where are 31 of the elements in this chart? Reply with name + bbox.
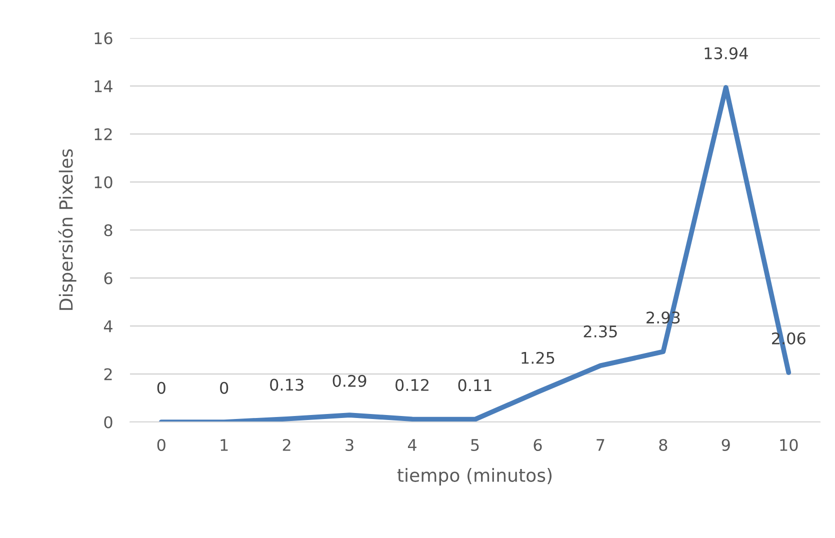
- y-tick-label: 16: [94, 32, 112, 44]
- x-tick-label: 3: [346, 438, 354, 452]
- x-tick-label: 9: [722, 438, 730, 452]
- y-tick-label: 14: [94, 80, 112, 92]
- x-tick-label: 1: [220, 439, 228, 451]
- data-label: 0: [157, 382, 166, 394]
- y-tick-label: 8: [104, 224, 112, 236]
- y-tick-label: 0: [104, 416, 112, 428]
- y-tick-label: 2: [104, 368, 112, 380]
- y-tick-label: 10: [94, 176, 112, 188]
- x-tick-label: 4: [408, 439, 416, 451]
- data-label: 0: [220, 382, 228, 394]
- data-label: 13.94: [704, 47, 748, 60]
- x-tick-label: 6: [534, 438, 542, 452]
- x-tick-label: 5: [471, 439, 479, 452]
- data-label: 0.11: [458, 379, 492, 392]
- data-label: 2.35: [584, 325, 617, 338]
- data-label: 0.12: [396, 378, 428, 392]
- x-tick-label: 0: [157, 438, 166, 452]
- y-tick-label: 4: [104, 320, 112, 332]
- data-label: 0.29: [332, 374, 366, 387]
- y-tick-label: 12: [94, 128, 112, 140]
- y-tick-label: 6: [104, 272, 112, 284]
- y-axis-title: Dispersión Pixeles: [58, 149, 76, 310]
- x-tick-label: 10: [780, 438, 798, 452]
- data-label: 1.25: [522, 352, 554, 364]
- data-label: 0.13: [270, 378, 304, 391]
- x-tick-label: 7: [596, 439, 604, 451]
- x-tick-label: 2: [282, 438, 290, 451]
- x-axis-title: tiempo (minutos): [397, 468, 552, 486]
- x-tick-label: 8: [659, 438, 668, 452]
